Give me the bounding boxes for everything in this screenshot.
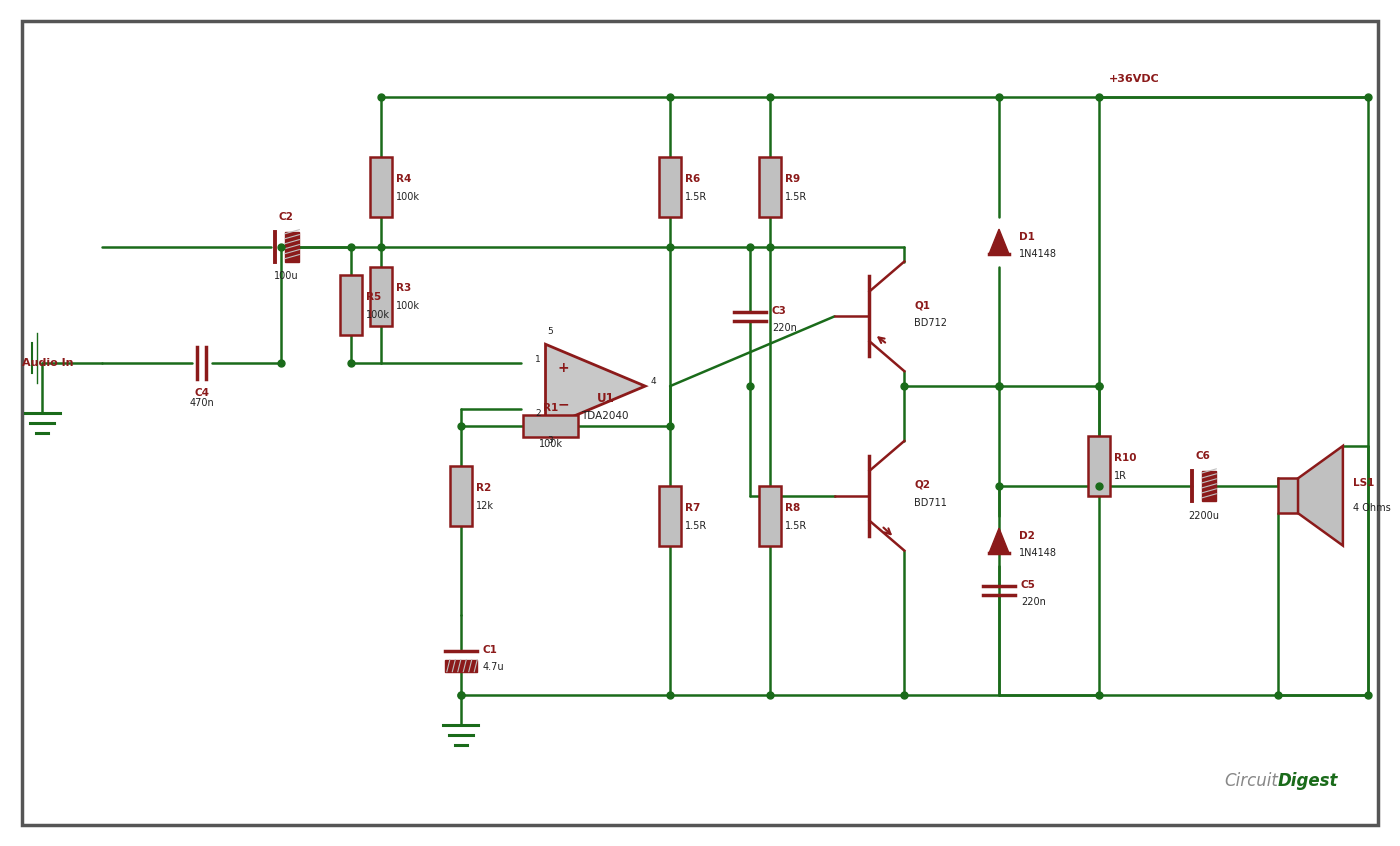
Text: 1.5R: 1.5R — [685, 520, 707, 530]
Text: 4 Ohms: 4 Ohms — [1352, 503, 1390, 513]
Text: +: + — [557, 361, 568, 375]
Bar — [445, 660, 477, 672]
Text: 220n: 220n — [771, 323, 797, 333]
Text: 100k: 100k — [396, 192, 420, 201]
Bar — [1278, 478, 1298, 514]
Text: R2: R2 — [476, 483, 491, 492]
Text: 1N4148: 1N4148 — [1019, 547, 1057, 558]
Text: C3: C3 — [771, 306, 787, 316]
Text: R7: R7 — [685, 503, 700, 513]
Text: Audio In: Audio In — [22, 358, 74, 368]
Bar — [659, 157, 680, 217]
Bar — [759, 486, 781, 546]
Text: C1: C1 — [483, 645, 497, 656]
Text: Q1: Q1 — [914, 300, 930, 310]
Bar — [1088, 436, 1110, 496]
Bar — [659, 486, 680, 546]
Polygon shape — [988, 528, 1009, 553]
Text: R4: R4 — [396, 173, 412, 184]
Bar — [759, 157, 781, 217]
Text: C5: C5 — [1021, 580, 1036, 591]
Text: 1R: 1R — [1113, 471, 1127, 481]
Text: 2200u: 2200u — [1187, 511, 1219, 520]
Text: 2: 2 — [535, 409, 540, 418]
Text: Q2: Q2 — [914, 480, 930, 490]
Text: R5: R5 — [365, 292, 381, 302]
Text: C4: C4 — [195, 388, 209, 398]
Bar — [1203, 471, 1217, 501]
Bar — [449, 466, 472, 525]
Text: 4.7u: 4.7u — [483, 662, 504, 673]
Text: R9: R9 — [785, 173, 799, 184]
Text: 220n: 220n — [1021, 597, 1046, 607]
Text: 1: 1 — [535, 354, 540, 364]
Text: 3: 3 — [547, 436, 553, 445]
Text: C2: C2 — [279, 212, 294, 222]
Bar — [370, 266, 392, 327]
Text: D1: D1 — [1019, 232, 1035, 242]
Bar — [340, 275, 363, 335]
Text: Circuit: Circuit — [1224, 772, 1278, 790]
Text: U1: U1 — [596, 392, 615, 404]
Text: BD711: BD711 — [914, 497, 948, 508]
Text: LS1: LS1 — [1352, 478, 1375, 488]
Polygon shape — [546, 344, 645, 428]
Bar — [524, 415, 578, 437]
Text: 100k: 100k — [365, 310, 391, 320]
Polygon shape — [1298, 446, 1343, 546]
Text: R10: R10 — [1113, 453, 1137, 463]
Bar — [370, 157, 392, 217]
Text: 470n: 470n — [189, 398, 214, 408]
Text: 1.5R: 1.5R — [785, 520, 806, 530]
Text: 1N4148: 1N4148 — [1019, 249, 1057, 259]
Text: TDA2040: TDA2040 — [581, 411, 629, 421]
Text: R3: R3 — [396, 283, 412, 294]
Text: R8: R8 — [785, 503, 799, 513]
Text: 100u: 100u — [274, 272, 298, 282]
Text: D2: D2 — [1019, 530, 1035, 541]
Text: 12k: 12k — [476, 501, 494, 511]
Text: 1.5R: 1.5R — [685, 192, 707, 201]
Text: R1: R1 — [543, 403, 559, 413]
Text: C6: C6 — [1196, 451, 1211, 461]
Polygon shape — [988, 229, 1009, 254]
Text: 5: 5 — [547, 327, 553, 337]
Text: 100k: 100k — [396, 301, 420, 311]
Text: −: − — [557, 397, 568, 411]
Text: Digest: Digest — [1278, 772, 1338, 790]
Text: +36VDC: +36VDC — [1109, 74, 1159, 84]
Text: R6: R6 — [685, 173, 700, 184]
Text: 4: 4 — [650, 376, 655, 386]
Text: 100k: 100k — [539, 439, 563, 449]
Text: BD712: BD712 — [914, 318, 948, 328]
Bar — [286, 232, 300, 261]
Text: 1.5R: 1.5R — [785, 192, 806, 201]
